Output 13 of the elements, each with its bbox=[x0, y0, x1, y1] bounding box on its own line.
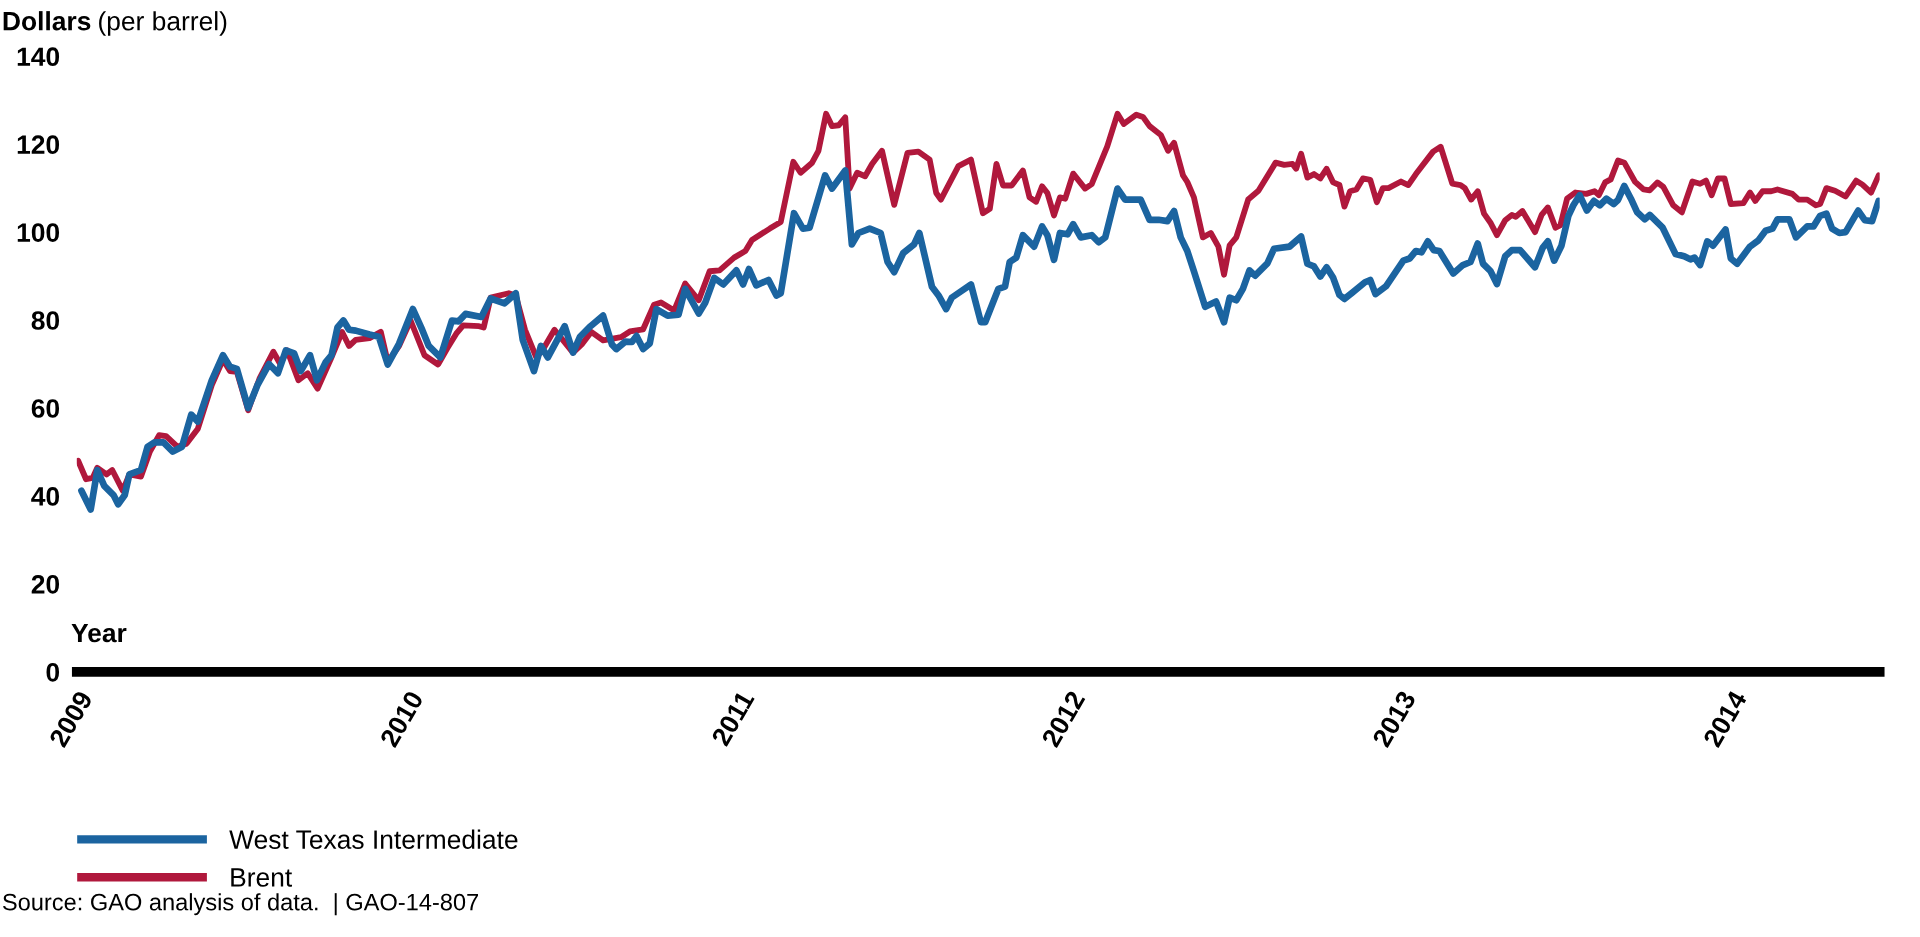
y-tick-label: 80 bbox=[31, 311, 60, 330]
y-axis-title: Dollars (per barrel) bbox=[3, 11, 227, 36]
legend-label: Brent bbox=[231, 868, 293, 887]
source-note: Source: GAO analysis of data. | GAO-14-807 bbox=[2, 893, 479, 916]
y-tick-label: 120 bbox=[17, 135, 60, 154]
y-tick-label: 40 bbox=[31, 487, 60, 506]
y-tick-label: 60 bbox=[31, 399, 60, 418]
y-tick-label: 100 bbox=[17, 223, 60, 242]
legend-label: West Texas Intermediate bbox=[229, 829, 518, 849]
y-tick-label: 140 bbox=[17, 47, 60, 67]
y-tick-label: 20 bbox=[31, 575, 60, 594]
y-tick-label: 0 bbox=[46, 662, 60, 682]
x-axis-title: Year bbox=[71, 623, 127, 643]
